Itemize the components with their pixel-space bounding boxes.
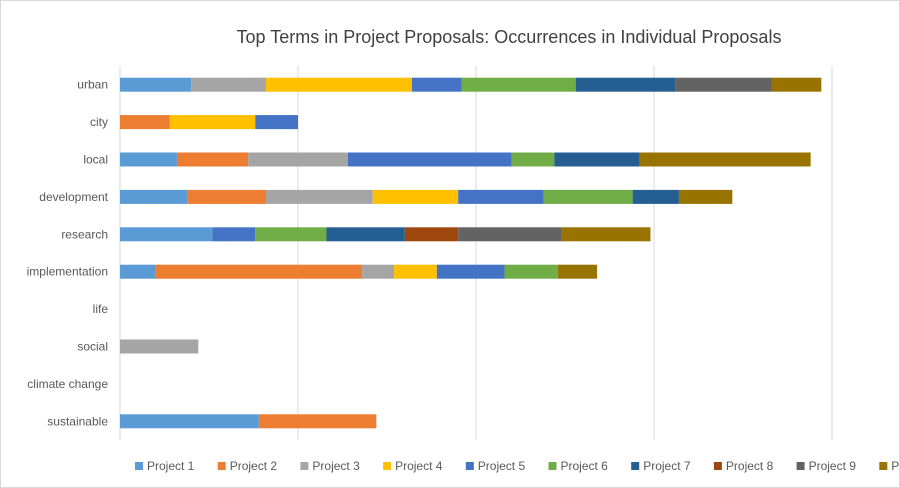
category-label: sustainable bbox=[47, 414, 108, 428]
bar-segment bbox=[120, 339, 199, 354]
bar-segment bbox=[347, 152, 512, 167]
bar-segment bbox=[461, 77, 576, 92]
bar-segment bbox=[372, 189, 459, 204]
legend-label: Project 10 bbox=[891, 459, 900, 473]
bar-segment bbox=[639, 152, 811, 167]
category-label: city bbox=[90, 115, 108, 129]
bar-segment bbox=[265, 77, 412, 92]
bar-segment bbox=[120, 115, 170, 130]
bars bbox=[120, 77, 822, 429]
bar-segment bbox=[678, 189, 733, 204]
bar-segment bbox=[504, 264, 558, 279]
bar-segment bbox=[255, 115, 298, 130]
bar-segment bbox=[436, 264, 505, 279]
bar-segment bbox=[212, 227, 256, 242]
bar-segment bbox=[169, 115, 256, 130]
bar-segment bbox=[120, 189, 188, 204]
bar-segment bbox=[155, 264, 363, 279]
bar-segment bbox=[191, 77, 266, 92]
bar-segment bbox=[120, 152, 177, 167]
legend-label: Project 5 bbox=[478, 459, 526, 473]
bar-segment bbox=[120, 264, 156, 279]
legend-label: Project 2 bbox=[230, 459, 278, 473]
legend-swatch bbox=[217, 462, 226, 470]
bar-segment bbox=[255, 227, 327, 242]
bar-segment bbox=[632, 189, 679, 204]
bar-segment bbox=[120, 227, 213, 242]
bar-segment bbox=[394, 264, 437, 279]
bar-segment bbox=[411, 77, 462, 92]
bar-segment bbox=[771, 77, 822, 92]
category-label: urban bbox=[77, 78, 108, 92]
legend-label: Project 7 bbox=[643, 459, 691, 473]
legend-swatch bbox=[465, 462, 474, 470]
legend-swatch bbox=[135, 462, 143, 470]
bar-segment bbox=[561, 227, 651, 242]
bar-segment bbox=[511, 152, 555, 167]
bar-segment bbox=[458, 189, 544, 204]
bar-segment bbox=[675, 77, 772, 92]
bar-segment bbox=[404, 227, 459, 242]
legend-label: Project 3 bbox=[312, 459, 360, 473]
bar-segment bbox=[187, 189, 266, 204]
category-label: life bbox=[93, 302, 109, 316]
legend-swatch bbox=[631, 462, 640, 470]
legend-swatch bbox=[713, 462, 722, 470]
chart-title: Top Terms in Project Proposals: Occurren… bbox=[237, 27, 782, 47]
category-label: local bbox=[83, 153, 108, 167]
category-labels: urban city local development research impleme… bbox=[27, 78, 109, 429]
bar-segment bbox=[258, 414, 377, 429]
category-label: research bbox=[61, 227, 108, 241]
bar-segment bbox=[554, 152, 640, 167]
bar-segment bbox=[557, 264, 598, 279]
legend-label: Project 1 bbox=[147, 459, 195, 473]
category-label: climate change bbox=[27, 377, 108, 391]
legend-swatch bbox=[383, 462, 392, 470]
bar-segment bbox=[575, 77, 676, 92]
legend-swatch bbox=[796, 462, 805, 470]
legend-label: Project 9 bbox=[809, 459, 857, 473]
bar-segment bbox=[176, 152, 249, 167]
legend-label: Project 4 bbox=[395, 459, 443, 473]
category-label: development bbox=[39, 190, 108, 204]
bar-segment bbox=[248, 152, 348, 167]
legend: Project 1 Project 2 Project 3 Project 4 Proj… bbox=[135, 459, 900, 473]
bar-segment bbox=[265, 189, 373, 204]
category-label: social bbox=[77, 340, 108, 354]
legend-swatch bbox=[300, 462, 309, 470]
category-label: implementation bbox=[27, 265, 108, 279]
bar-segment bbox=[120, 414, 259, 429]
bar-segment bbox=[458, 227, 562, 242]
legend-label: Project 8 bbox=[726, 459, 774, 473]
legend-label: Project 6 bbox=[561, 459, 609, 473]
bar-segment bbox=[362, 264, 395, 279]
bar-segment bbox=[326, 227, 405, 242]
legend-swatch bbox=[548, 462, 557, 470]
bar-segment bbox=[543, 189, 633, 204]
bar-segment bbox=[120, 77, 192, 92]
legend-swatch bbox=[879, 462, 888, 470]
